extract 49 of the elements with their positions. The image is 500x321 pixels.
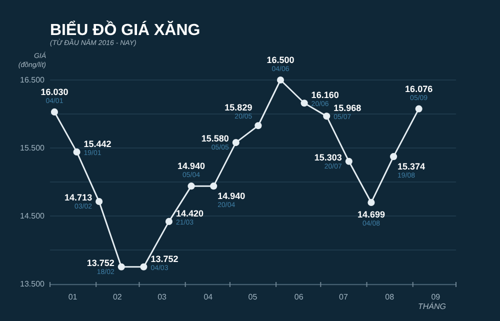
point [140,263,148,270]
point [118,263,125,270]
x-axis-title: THÁNG [418,302,446,311]
data-label: 15.580 [201,134,229,144]
x-tick-label: 07 [339,292,348,302]
data-label: 16.076 [405,84,433,94]
data-label: 14.713 [64,192,92,203]
data-label: 15.968 [334,103,362,114]
point [345,158,352,165]
point [96,198,103,206]
y-tick-label: 14.500 [20,212,46,220]
x-tick-label: 08 [385,292,395,302]
point [300,100,308,107]
data-label: 13.752 [150,254,178,264]
point [210,182,218,190]
data-label: 14.940 [178,161,206,172]
point [73,148,80,156]
point [323,112,330,120]
x-tick-label: 03 [158,292,168,302]
point [390,153,398,160]
x-tick-label: 06 [294,292,304,302]
point [188,182,195,190]
x-tick-label: 02 [112,292,122,302]
y-tick-label: 13.500 [20,280,46,288]
x-tick-label: 04 [204,292,214,302]
y-tick-label: 16.500 [20,76,46,84]
point [415,105,422,112]
point [50,108,58,116]
y-tick-label: 15.500 [20,144,46,152]
data-label: 15.303 [314,152,342,162]
data-label: 16.500 [266,55,294,65]
data-label: 14.699 [357,209,385,220]
data-label: 14.420 [176,208,204,218]
point [254,122,262,130]
data-label: 16.030 [40,86,68,97]
point [368,198,375,206]
x-tick-label: 09 [431,292,441,302]
data-label: 16.160 [311,90,339,100]
data-label: 15.829 [224,102,252,113]
data-label: 15.442 [84,138,112,149]
x-tick-label: 01 [68,292,78,302]
point [276,76,284,84]
x-tick-label: 05 [248,292,258,302]
data-label: 14.940 [218,191,246,202]
point [232,139,240,146]
data-label: 13.752 [86,258,114,268]
point [165,218,173,225]
data-label: 15.374 [398,162,426,172]
chart-title: BIỂU ĐỒ GIÁ XĂNG [50,20,200,39]
